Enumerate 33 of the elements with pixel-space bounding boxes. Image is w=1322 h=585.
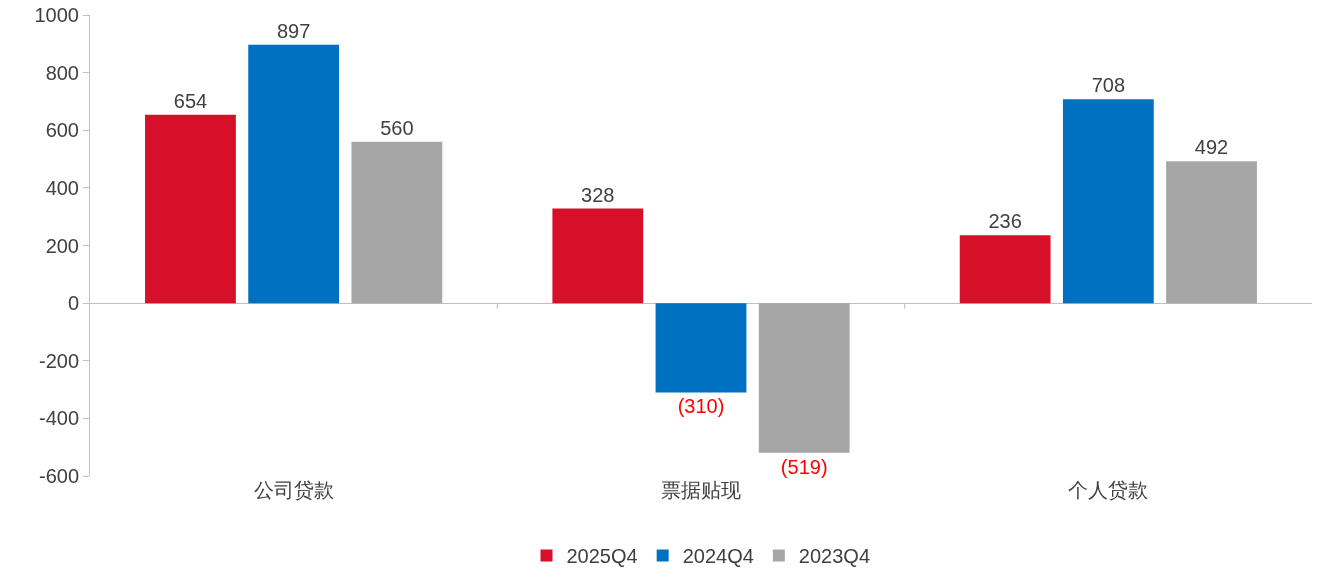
legend-label: 2023Q4 bbox=[798, 545, 871, 568]
data-label: 897 bbox=[276, 19, 311, 42]
bar bbox=[1062, 99, 1154, 304]
bar bbox=[552, 208, 644, 304]
bar bbox=[655, 303, 747, 393]
x-tick-label: 票据贴现 bbox=[661, 479, 741, 501]
y-tick-label: 800 bbox=[45, 61, 79, 84]
y-tick-label: -600 bbox=[38, 465, 79, 487]
data-label: 560 bbox=[380, 116, 414, 139]
bar bbox=[145, 114, 236, 304]
legend-label: 2024Q4 bbox=[682, 545, 754, 568]
data-label: (310) bbox=[677, 395, 725, 418]
data-label: 654 bbox=[173, 89, 208, 112]
data-label: 236 bbox=[988, 210, 1022, 233]
y-tick-label: 0 bbox=[67, 292, 79, 315]
y-tick-label: 1000 bbox=[34, 4, 79, 26]
data-label: (519) bbox=[780, 455, 828, 478]
legend-label: 2025Q4 bbox=[566, 545, 638, 568]
y-tick-label: 600 bbox=[45, 119, 79, 142]
y-tick-label: -400 bbox=[38, 407, 79, 430]
x-tick-label: 个人贷款 bbox=[1068, 479, 1149, 501]
data-label: 328 bbox=[581, 183, 615, 206]
bar bbox=[1166, 161, 1257, 304]
y-tick-label: 200 bbox=[45, 234, 79, 257]
bar bbox=[959, 235, 1051, 304]
bar bbox=[248, 44, 340, 304]
data-label: 708 bbox=[1091, 74, 1126, 97]
bar bbox=[351, 141, 443, 304]
y-tick-label: -200 bbox=[38, 349, 79, 372]
y-tick-label: 400 bbox=[45, 176, 79, 199]
bar bbox=[758, 303, 850, 453]
data-label: 492 bbox=[1194, 136, 1229, 159]
x-tick-label: 公司贷款 bbox=[253, 479, 334, 501]
